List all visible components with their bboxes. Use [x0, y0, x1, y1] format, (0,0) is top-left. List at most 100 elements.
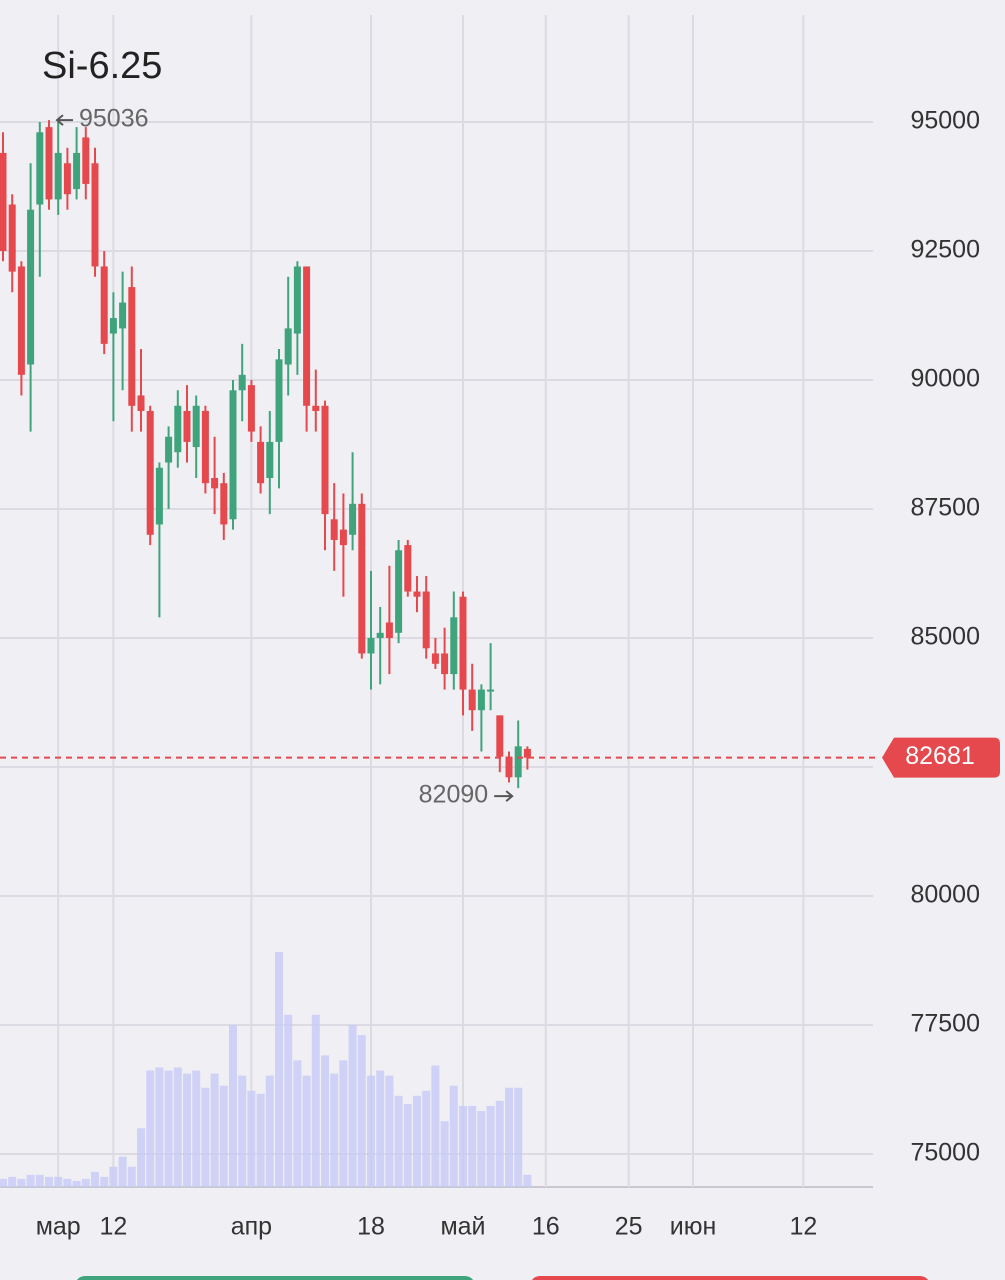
candle-body: [238, 374, 246, 391]
candle-body: [36, 132, 44, 205]
candle-body: [422, 591, 430, 649]
x-tick-label: 12: [99, 1213, 127, 1241]
candle-body: [100, 266, 108, 344]
y-tick-label: 80000: [910, 881, 980, 909]
volume-bar: [219, 1085, 228, 1187]
candle-body: [82, 137, 90, 184]
candle-body: [119, 302, 127, 329]
last-price-label: 82681: [905, 742, 975, 770]
volume-bar: [376, 1070, 385, 1187]
sell-button[interactable]: [530, 1276, 930, 1280]
candle-body: [431, 653, 439, 664]
chart-title: Si-6.25: [42, 45, 162, 87]
volume-bar: [449, 1085, 458, 1187]
candle-body: [468, 689, 476, 711]
candle-body: [477, 689, 485, 711]
volume-bar: [413, 1095, 421, 1187]
candle-body: [8, 204, 16, 272]
volume-bar: [8, 1176, 17, 1187]
volume-bar: [173, 1067, 182, 1187]
candle-body: [514, 746, 522, 778]
candle-body: [155, 467, 163, 525]
candle-body: [192, 405, 200, 448]
low-label: 82090: [419, 781, 489, 809]
x-tick-label: июн: [670, 1213, 717, 1241]
high-label: 95036: [79, 105, 149, 133]
x-tick-label: 16: [532, 1213, 560, 1241]
volume-bar: [293, 1060, 302, 1187]
volume-bar: [321, 1055, 329, 1187]
candle-body: [358, 503, 366, 654]
volume-bar: [155, 1067, 164, 1187]
volume-bar: [63, 1178, 72, 1187]
volume-bar: [183, 1073, 191, 1187]
volume-bar: [81, 1178, 90, 1187]
volume-bar: [367, 1075, 375, 1187]
volume-bar: [284, 1014, 293, 1187]
candle-body: [275, 359, 283, 442]
candle-body: [211, 478, 219, 489]
candle-body: [413, 591, 421, 597]
volume-bar: [486, 1105, 495, 1187]
volume-bar: [505, 1087, 513, 1187]
y-tick-label: 90000: [910, 365, 980, 393]
candle-body: [73, 152, 81, 190]
volume-bar: [311, 1014, 320, 1187]
volume-bar: [459, 1105, 467, 1187]
volume-bar: [431, 1065, 440, 1187]
volume-bar: [91, 1171, 99, 1187]
candle-body: [183, 410, 191, 442]
volume-bar: [440, 1121, 449, 1187]
candle-body: [459, 596, 467, 690]
volume-bar: [247, 1090, 256, 1187]
y-tick-label: 75000: [910, 1139, 980, 1167]
volume-bar: [514, 1087, 523, 1187]
candle-body: [312, 405, 320, 411]
volume-layer: [0, 952, 532, 1187]
candle-body: [404, 545, 412, 592]
candle-body: [487, 689, 495, 692]
candle-body: [165, 436, 173, 463]
y-tick-label: 77500: [910, 1010, 980, 1038]
volume-bar: [164, 1070, 173, 1187]
volume-bar: [54, 1176, 63, 1187]
x-tick-label: 12: [789, 1213, 817, 1241]
volume-bar: [45, 1176, 53, 1187]
candle-body: [376, 632, 384, 638]
candle-body: [257, 441, 265, 484]
volume-bar: [0, 1178, 7, 1187]
volume-bar: [265, 1075, 274, 1187]
volume-bar: [35, 1174, 44, 1187]
candle-body: [229, 390, 237, 520]
candle-body: [27, 209, 35, 365]
volume-bar: [495, 1100, 504, 1187]
y-tick-label: 95000: [910, 107, 980, 135]
candle-body: [109, 318, 117, 334]
x-tick-label: мар: [36, 1213, 81, 1241]
candle-body: [441, 653, 449, 675]
candle-body: [174, 405, 182, 453]
volume-bar: [394, 1095, 403, 1187]
volume-bar: [275, 952, 283, 1187]
candle-body: [45, 127, 53, 200]
y-tick-label: 92500: [910, 236, 980, 264]
volume-bar: [127, 1166, 136, 1187]
buy-button[interactable]: [75, 1276, 475, 1280]
candle-body: [395, 550, 403, 633]
volume-bar: [100, 1176, 109, 1187]
volume-bar: [137, 1128, 145, 1187]
candle-body: [146, 410, 154, 535]
volume-bar: [477, 1111, 486, 1187]
y-tick-label: 87500: [910, 494, 980, 522]
volume-bar: [201, 1087, 210, 1187]
overlay-layer: 95036 82090 82681: [0, 105, 1000, 809]
volume-bar: [238, 1075, 247, 1187]
candle-body: [349, 503, 357, 535]
candle-body: [247, 385, 255, 432]
y-tick-label: 85000: [910, 623, 980, 651]
candle-body: [63, 163, 71, 195]
volume-bar: [192, 1070, 201, 1187]
candle-body: [450, 617, 458, 675]
candle-body: [293, 266, 301, 334]
